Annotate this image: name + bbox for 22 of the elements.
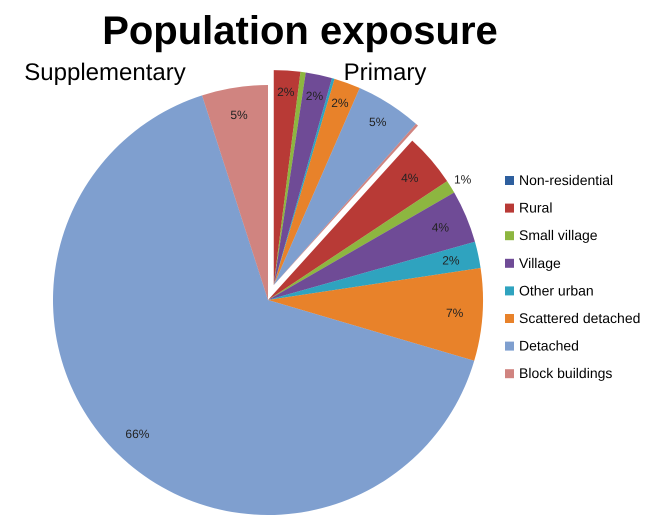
chart-title: Population exposure <box>102 9 498 53</box>
data-label: 66% <box>125 426 150 441</box>
legend-label: Block buildings <box>519 365 612 382</box>
legend-label: Village <box>519 254 561 271</box>
data-label: 7% <box>446 306 464 320</box>
legend-label: Other urban <box>519 282 594 298</box>
legend-label: Small village <box>519 227 598 244</box>
text: Primary <box>344 59 426 86</box>
data-label: 2% <box>306 88 324 103</box>
data-label: 2% <box>277 84 295 99</box>
data-label: 5% <box>369 114 387 129</box>
legend-label: Scattered detached <box>519 310 640 326</box>
data-label: 4% <box>432 220 450 234</box>
data-label: 2% <box>331 96 349 110</box>
legend-label: Rural <box>519 200 552 216</box>
legend-label: Non-residential <box>519 172 614 188</box>
legend-label: Detached <box>519 338 579 354</box>
text: Supplementary <box>24 59 186 86</box>
data-label: 4% <box>401 170 419 185</box>
data-label: 5% <box>230 108 248 122</box>
data-label: 1% <box>454 172 472 186</box>
data-label: 2% <box>442 254 460 268</box>
